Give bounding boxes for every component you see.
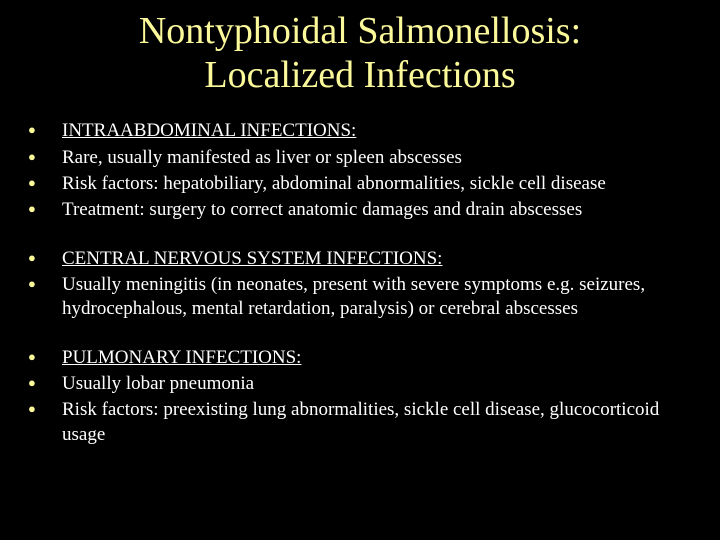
slide-title: Nontyphoidal Salmonellosis: Localized In… <box>28 10 692 97</box>
heading-text: CENTRAL NERVOUS SYSTEM INFECTIONS: <box>62 248 442 269</box>
list-item: Usually meningitis (in neonates, present… <box>28 273 692 322</box>
title-line-1: Nontyphoidal Salmonellosis: <box>139 10 581 52</box>
list-item: Rare, usually manifested as liver or spl… <box>28 146 692 170</box>
heading-text: INTRAABDOMINAL INFECTIONS: <box>62 120 356 141</box>
list-item: Risk factors: hepatobiliary, abdominal a… <box>28 172 692 196</box>
section-gap <box>28 225 692 247</box>
section-gap <box>28 324 692 346</box>
list-item: Usually lobar pneumonia <box>28 372 692 396</box>
slide: Nontyphoidal Salmonellosis: Localized In… <box>0 0 720 540</box>
heading-text: PULMONARY INFECTIONS: <box>62 347 301 368</box>
list-item: Treatment: surgery to correct anatomic d… <box>28 198 692 222</box>
section-heading: CENTRAL NERVOUS SYSTEM INFECTIONS: <box>28 247 692 271</box>
title-line-2: Localized Infections <box>204 54 515 96</box>
content-list: INTRAABDOMINAL INFECTIONS: Rare, usually… <box>28 119 692 446</box>
section-heading: PULMONARY INFECTIONS: <box>28 346 692 370</box>
section-heading: INTRAABDOMINAL INFECTIONS: <box>28 119 692 143</box>
list-item: Risk factors: preexisting lung abnormali… <box>28 398 692 447</box>
